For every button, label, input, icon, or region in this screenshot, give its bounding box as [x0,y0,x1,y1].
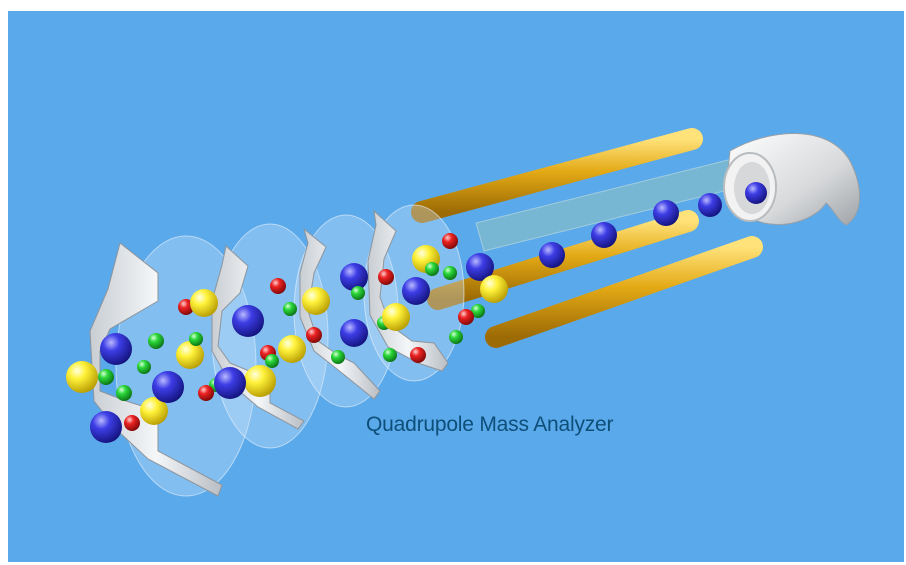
ion-yellow-sphere [382,303,410,331]
ion-blue-sphere [745,182,767,204]
ion-red-sphere [458,309,474,325]
ion-red-sphere [270,278,286,294]
ion-yellow-sphere [190,289,218,317]
ion-yellow-sphere [176,341,204,369]
ion-green-sphere [425,262,439,276]
ion-green-sphere [137,360,151,374]
ion-green-sphere [116,385,132,401]
ion-green-sphere [98,369,114,385]
ion-red-sphere [378,269,394,285]
ion-blue-sphere [653,200,679,226]
ion-blue-sphere [90,411,122,443]
ion-yellow-sphere [140,397,168,425]
ion-yellow-sphere [278,335,306,363]
ion-green-sphere [148,333,164,349]
detector-horn [723,133,861,226]
ion-blue-sphere [591,222,617,248]
ion-blue-sphere [152,371,184,403]
diagram-caption: Quadrupole Mass Analyzer [366,413,614,436]
ion-yellow-sphere [66,361,98,393]
ion-green-sphere [283,302,297,316]
ion-red-sphere [442,233,458,249]
ion-blue-sphere [214,367,246,399]
quadrupole-diagram [8,11,904,562]
ion-red-sphere [198,385,214,401]
ion-green-sphere [265,354,279,368]
ion-blue-sphere [232,305,264,337]
ion-blue-sphere [402,277,430,305]
ion-blue-sphere [340,319,368,347]
ion-yellow-sphere [302,287,330,315]
quadrupole-rod [485,236,763,348]
ion-red-sphere [124,415,140,431]
quadrupole-rod [411,128,703,223]
ions [66,182,767,443]
ion-red-sphere [306,327,322,343]
ion-green-sphere [443,266,457,280]
ion-blue-sphere [698,193,722,217]
ion-yellow-sphere [244,365,276,397]
ion-green-sphere [383,348,397,362]
ion-blue-sphere [539,242,565,268]
ion-green-sphere [471,304,485,318]
quadrupole-rods-front [485,236,763,348]
ion-green-sphere [449,330,463,344]
ion-blue-sphere [100,333,132,365]
ion-blue-sphere [340,263,368,291]
ion-yellow-sphere [480,275,508,303]
ion-blue-sphere [466,253,494,281]
ion-green-sphere [351,286,365,300]
ion-red-sphere [410,347,426,363]
ion-green-sphere [189,332,203,346]
ion-green-sphere [331,350,345,364]
